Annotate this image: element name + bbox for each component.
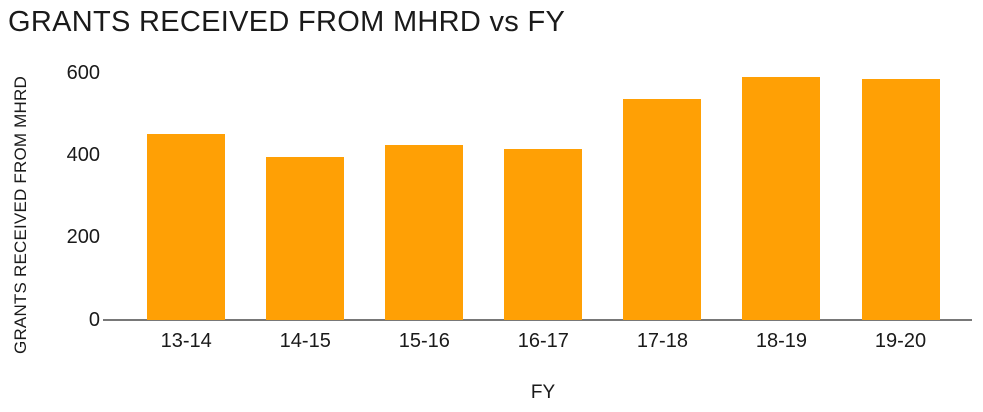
bar-18-19[interactable] (742, 76, 821, 320)
y-tick-label-600: 600 (66, 61, 100, 84)
bar-13-14[interactable] (147, 134, 226, 320)
x-tick-label-16-17: 16-17 (517, 330, 569, 352)
y-tick-label-400: 400 (66, 143, 100, 166)
x-axis-line (103, 319, 972, 321)
x-axis-title: FY (530, 382, 556, 403)
x-tick-label-18-19: 18-19 (755, 330, 808, 352)
x-tick-label-19-20: 19-20 (874, 330, 927, 352)
chart-title: GRANTS RECEIVED FROM MHRD vs FY (8, 6, 566, 38)
x-tick-label-13-14: 13-14 (160, 330, 212, 352)
bar-14-15[interactable] (266, 156, 345, 320)
x-tick-label-15-16: 15-16 (398, 330, 450, 352)
bar-16-17[interactable] (504, 148, 583, 320)
x-tick-label-17-18: 17-18 (636, 330, 688, 352)
y-tick-label-0: 0 (88, 308, 100, 331)
x-tick-label-14-15: 14-15 (279, 330, 331, 352)
bar-17-18[interactable] (623, 99, 702, 320)
bar-19-20[interactable] (861, 78, 940, 320)
y-tick-label-200: 200 (66, 226, 100, 249)
bar-15-16[interactable] (385, 144, 464, 320)
